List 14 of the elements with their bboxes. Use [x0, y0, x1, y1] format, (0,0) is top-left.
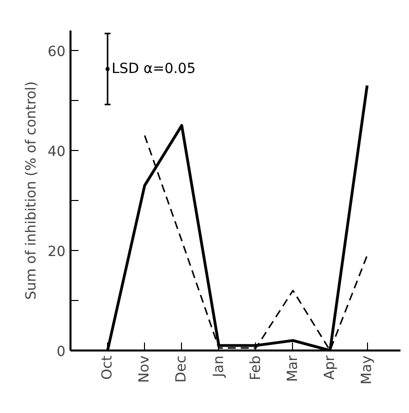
y-tick-label: 0	[56, 344, 66, 360]
y-axis-title: Sum of inhibition (% of control)	[24, 81, 40, 300]
x-tick-label: Nov	[136, 355, 153, 383]
series-label: LSD α=0.05	[112, 61, 196, 77]
x-tick-label: Dec	[174, 355, 190, 383]
y-tick-label: 40	[48, 144, 66, 160]
x-tick-label: Oct	[100, 354, 116, 380]
x-tick-label: Feb	[248, 355, 264, 380]
x-tick-label: May	[359, 355, 376, 384]
y-tick-label: 20	[48, 244, 66, 260]
y-tick-label: 60	[48, 44, 66, 60]
x-tick-label: Mar	[284, 355, 301, 382]
x-tick-label: Jan	[210, 355, 227, 378]
x-tick-label: Apr	[322, 355, 338, 380]
